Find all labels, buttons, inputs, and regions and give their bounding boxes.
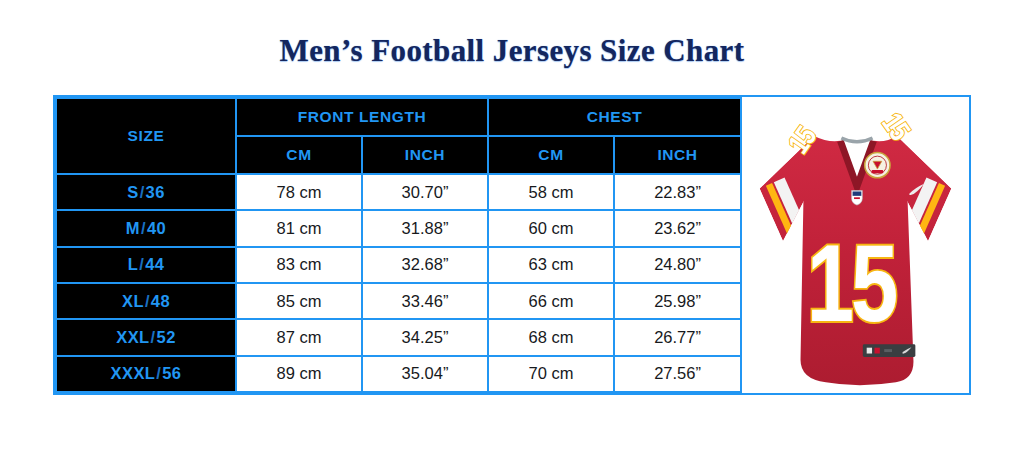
cell-chest-cm: 58 cm <box>488 174 614 210</box>
size-cell: L/44 <box>56 247 236 283</box>
cell-front-length-inch: 31.88” <box>362 210 488 246</box>
size-cell: S/36 <box>56 174 236 210</box>
cell-front-length-cm: 78 cm <box>236 174 362 210</box>
chest-group-header: CHEST <box>488 98 741 136</box>
size-cell: XXXL/56 <box>56 356 236 392</box>
table-row: XXL/5287 cm34.25”68 cm26.77” <box>56 319 741 355</box>
cell-chest-cm: 66 cm <box>488 283 614 319</box>
cell-chest-inch: 25.98” <box>614 283 741 319</box>
cell-chest-cm: 70 cm <box>488 356 614 392</box>
cell-chest-inch: 24.80” <box>614 247 741 283</box>
jersey-chest-number: 15 <box>807 223 896 345</box>
front-length-inch-header: INCH <box>362 136 488 174</box>
cell-chest-inch: 26.77” <box>614 319 741 355</box>
cell-chest-inch: 22.83” <box>614 174 741 210</box>
chest-cm-header: CM <box>488 136 614 174</box>
front-length-group-header: FRONT LENGTH <box>236 98 488 136</box>
nfl-shield-icon <box>852 190 863 205</box>
cell-front-length-cm: 83 cm <box>236 247 362 283</box>
cell-front-length-inch: 33.46” <box>362 283 488 319</box>
size-chart-board: SIZE FRONT LENGTH CHEST CM INCH CM INCH … <box>53 95 971 395</box>
size-table: SIZE FRONT LENGTH CHEST CM INCH CM INCH … <box>55 97 742 393</box>
size-cell: XXL/52 <box>56 319 236 355</box>
page-title: Men’s Football Jerseys Size Chart <box>0 33 1024 69</box>
table-row: L/4483 cm32.68”63 cm24.80” <box>56 247 741 283</box>
jersey-collar-inner-strip <box>841 138 872 142</box>
size-column-header: SIZE <box>56 98 236 174</box>
table-row: S/3678 cm30.70”58 cm22.83” <box>56 174 741 210</box>
cell-front-length-cm: 85 cm <box>236 283 362 319</box>
chiefs-patch-icon <box>865 153 890 178</box>
jersey-image: 15 15 15 <box>742 99 969 391</box>
cell-front-length-inch: 35.04” <box>362 356 488 392</box>
cell-front-length-cm: 87 cm <box>236 319 362 355</box>
group-header-row: SIZE FRONT LENGTH CHEST <box>56 98 741 136</box>
jersey-right-shoulder-number: 15 <box>876 107 917 146</box>
front-length-cm-header: CM <box>236 136 362 174</box>
cell-front-length-cm: 89 cm <box>236 356 362 392</box>
cell-chest-cm: 68 cm <box>488 319 614 355</box>
cell-chest-inch: 27.56” <box>614 356 741 392</box>
cell-front-length-inch: 30.70” <box>362 174 488 210</box>
table-row: XL/4885 cm33.46”66 cm25.98” <box>56 283 741 319</box>
size-cell: XL/48 <box>56 283 236 319</box>
cell-chest-cm: 63 cm <box>488 247 614 283</box>
cell-front-length-inch: 32.68” <box>362 247 488 283</box>
size-table-body: S/3678 cm30.70”58 cm22.83”M/4081 cm31.88… <box>56 174 741 392</box>
jock-tag <box>863 344 916 357</box>
cell-front-length-cm: 81 cm <box>236 210 362 246</box>
cell-chest-cm: 60 cm <box>488 210 614 246</box>
size-cell: M/40 <box>56 210 236 246</box>
cell-chest-inch: 23.62” <box>614 210 741 246</box>
jersey-product-cell: 15 15 15 <box>742 97 969 393</box>
cell-front-length-inch: 34.25” <box>362 319 488 355</box>
chest-inch-header: INCH <box>614 136 741 174</box>
table-row: M/4081 cm31.88”60 cm23.62” <box>56 210 741 246</box>
table-row: XXXL/5689 cm35.04”70 cm27.56” <box>56 356 741 392</box>
